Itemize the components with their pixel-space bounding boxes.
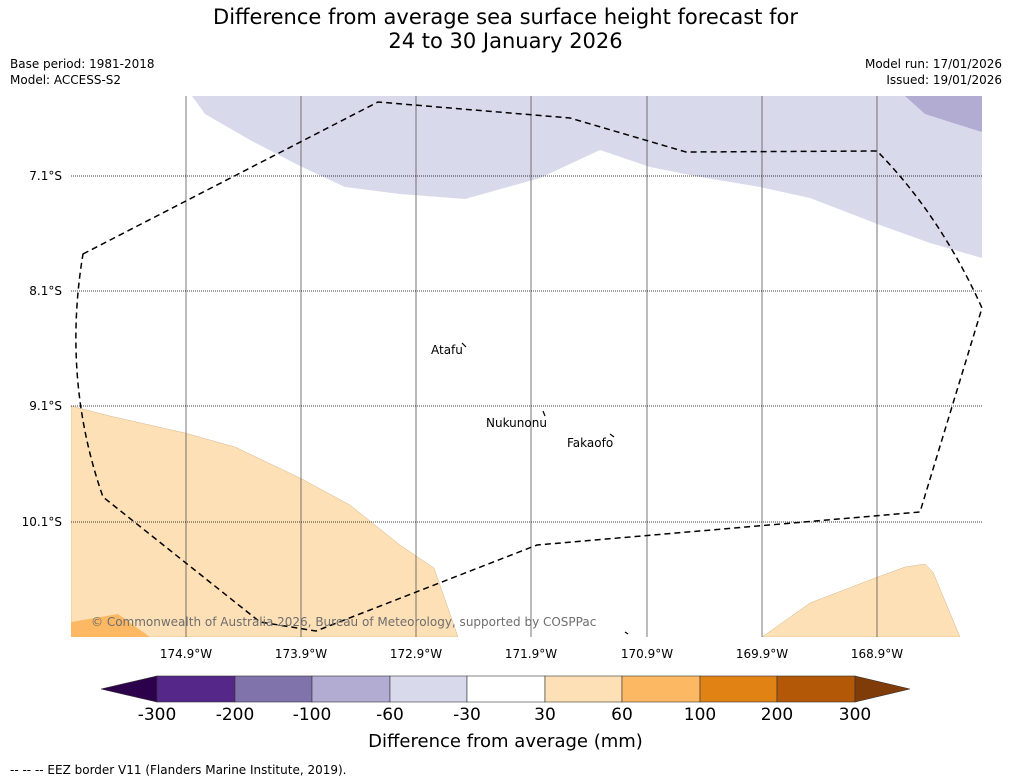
colorbar-tick: -30 (453, 705, 481, 725)
eez-footnote: -- -- -- EEZ border V11 (Flanders Marine… (10, 763, 347, 777)
title-line-2: 24 to 30 January 2026 (388, 29, 623, 53)
colorbar-tick: 30 (534, 705, 556, 725)
anomaly-region-positive-se (761, 563, 961, 637)
parallel-lines (71, 175, 982, 523)
colorbar-bin-8 (699, 675, 778, 703)
copyright-notice: © Commonwealth of Australia 2026, Bureau… (91, 615, 597, 629)
place-label-atafu: Atafu (431, 343, 463, 357)
place-label-nukunonu: Nukunonu (486, 416, 547, 430)
colorbar-bin-5 (466, 675, 546, 703)
model-name: Model: ACCESS-S2 (10, 73, 122, 87)
colorbar-bin-1 (156, 675, 236, 703)
colorbar-bin-2 (234, 675, 313, 703)
lat-label-10-1: 10.1°S (21, 515, 62, 529)
lon-label-171-9: 171.9°W (504, 647, 558, 661)
anomaly-region-negative-light (192, 96, 982, 258)
meta-right: Model run: 17/01/2026 Issued: 19/01/2026 (865, 56, 1002, 88)
model-run: Model run: 17/01/2026 (864, 57, 1002, 71)
lat-label-7-1: 7.1°S (29, 169, 62, 183)
lon-label-170-9: 170.9°W (620, 647, 674, 661)
islet (624, 631, 629, 635)
place-label-fakaofo: Fakaofo (567, 436, 614, 450)
anomaly-region-negative-mid (905, 96, 982, 132)
lon-label-173-9: 173.9°W (274, 647, 328, 661)
islands (461, 342, 629, 635)
colorbar-tick: 300 (838, 705, 872, 725)
colorbar-bin-9 (776, 675, 856, 703)
colorbar-tick: 60 (611, 705, 633, 725)
colorbar-bin-7 (621, 675, 701, 703)
colorbar-tick: 200 (760, 705, 794, 725)
colorbar-extend-high (854, 675, 911, 703)
colorbar-tick: -60 (376, 705, 404, 725)
colorbar-tick: -300 (137, 705, 177, 725)
lat-label-8-1: 8.1°S (29, 284, 62, 298)
colorbar-title: Difference from average (mm) (368, 731, 643, 752)
colorbar-bin-6 (544, 675, 623, 703)
colorbar-bin-4 (389, 675, 468, 703)
lon-label-168-9: 168.9°W (850, 647, 904, 661)
anomaly-region-positive-sw (71, 405, 459, 637)
chart-title: Difference from average sea surface heig… (0, 5, 1011, 53)
issued-date: Issued: 19/01/2026 (886, 73, 1002, 87)
lon-label-174-9: 174.9°W (159, 647, 213, 661)
colorbar-extend-low (100, 675, 158, 703)
meridian-lines (185, 96, 878, 637)
meta-left: Base period: 1981-2018 Model: ACCESS-S2 (10, 56, 155, 88)
lon-label-169-9: 169.9°W (735, 647, 789, 661)
base-period: Base period: 1981-2018 (10, 57, 155, 71)
lon-label-172-9: 172.9°W (389, 647, 443, 661)
colorbar-tick: -100 (292, 705, 332, 725)
title-line-1: Difference from average sea surface heig… (213, 5, 798, 29)
colorbar-tick: -200 (215, 705, 255, 725)
colorbar (100, 675, 911, 703)
eez-border (75, 101, 983, 632)
colorbar-tick: 100 (683, 705, 717, 725)
colorbar-bin-3 (311, 675, 391, 703)
lat-label-9-1: 9.1°S (29, 399, 62, 413)
